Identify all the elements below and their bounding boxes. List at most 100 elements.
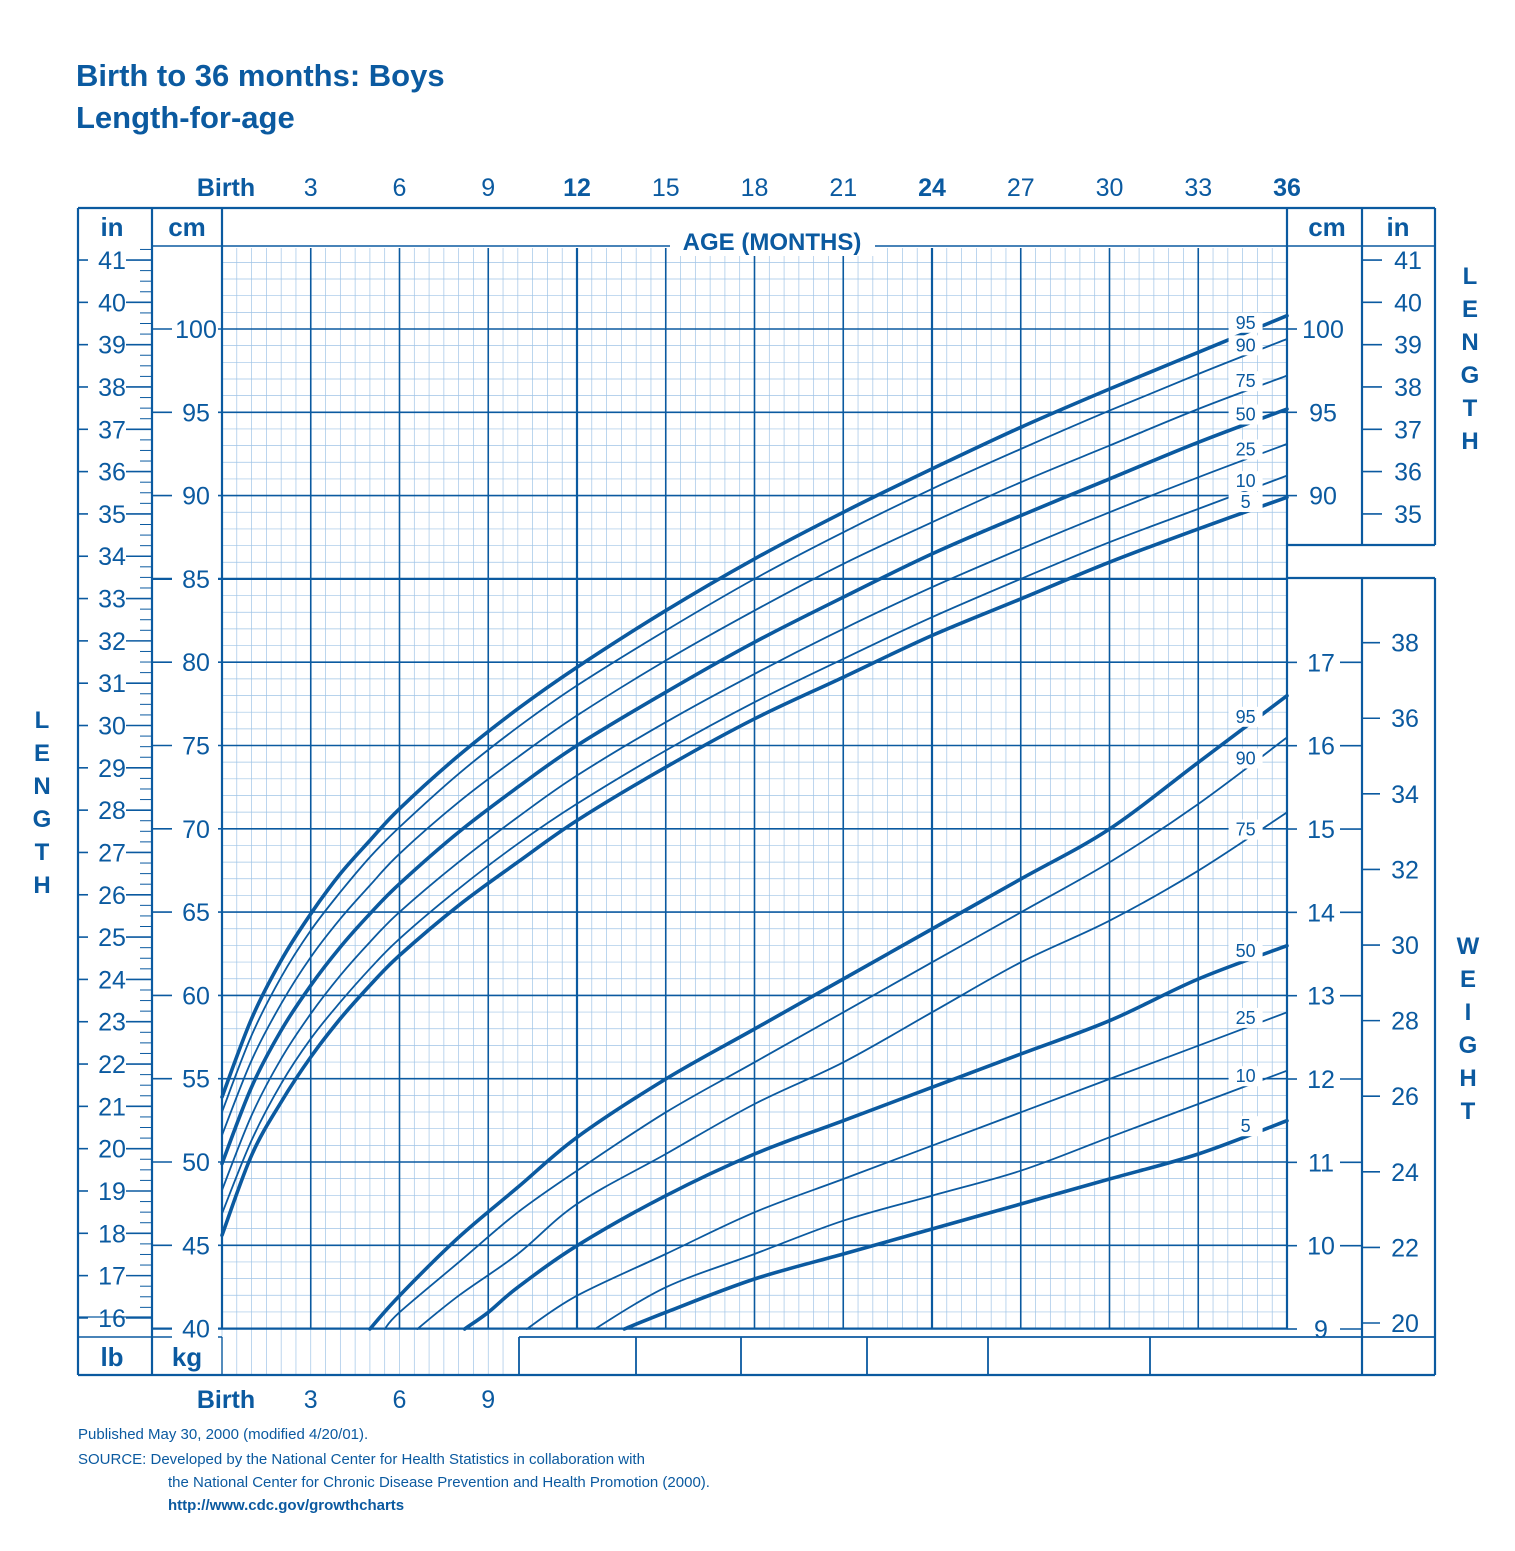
kg-tick: 10: [1307, 1233, 1335, 1261]
tick-bg: [172, 482, 218, 509]
length-curve-label-10: 10: [1236, 471, 1256, 491]
curve-label-bg: [1228, 1116, 1263, 1137]
in-tick-left: 28: [98, 797, 126, 825]
in-tick-left: 30: [98, 713, 126, 741]
percentile-curves: [220, 313, 1289, 1331]
tick-bg: [172, 1065, 218, 1092]
weight-curve-p95: [368, 693, 1289, 1331]
in-tick-left: 25: [98, 924, 126, 952]
in-tick-left: 16: [98, 1305, 126, 1333]
cm-tick-left: 60: [182, 982, 210, 1010]
curve-label-bg: [1228, 312, 1263, 333]
cm-tick-right: 90: [1309, 483, 1337, 511]
in-tick-right: 39: [1394, 332, 1422, 360]
length-axis-label-right: T: [1463, 395, 1478, 422]
weight-curve-p50: [462, 943, 1289, 1331]
in-tick-left: 34: [98, 543, 126, 571]
x-tick-label-top: 33: [1184, 174, 1212, 202]
weight-curve-label-5: 5: [1241, 1116, 1251, 1136]
weight-curve-p90: [383, 736, 1288, 1330]
unit-cm-left: cm: [168, 212, 206, 242]
length-axis-label-right: G: [1461, 362, 1480, 389]
weight-curve-label-95: 95: [1236, 707, 1256, 727]
kg-tick: 12: [1307, 1066, 1335, 1094]
in-tick-right: 38: [1394, 374, 1422, 402]
x-tick-label-top: 3: [304, 174, 318, 202]
length-curve-label-50: 50: [1236, 405, 1256, 425]
lb-tick: 36: [1391, 705, 1419, 733]
tick-bg: [172, 899, 218, 926]
x-tick-label-top: 18: [741, 174, 769, 202]
in-tick-right: 40: [1394, 289, 1422, 317]
weight-curve-label-25: 25: [1236, 1008, 1256, 1028]
xlabel-bg: [670, 226, 875, 256]
in-tick-left: 22: [98, 1051, 126, 1079]
lb-tick: 28: [1391, 1008, 1419, 1036]
x-tick-label-top: 24: [918, 174, 946, 202]
cm-tick-left: 80: [182, 649, 210, 677]
curve-label-bg: [1228, 404, 1263, 425]
kg-tick: 15: [1307, 816, 1335, 844]
kg-tick: 11: [1308, 1149, 1334, 1177]
lb-tick: 32: [1391, 856, 1419, 884]
curve-label-bg: [1228, 748, 1263, 769]
in-tick-left: 41: [98, 247, 126, 275]
length-axis-label-right: E: [1462, 296, 1478, 323]
x-tick-label-top: Birth: [197, 174, 255, 202]
in-tick-left: 35: [98, 501, 126, 529]
tick-bg: [172, 316, 218, 342]
length-axis-label-left: G: [33, 806, 52, 833]
length-curve-p25: [221, 443, 1288, 1192]
tick-bg: [172, 649, 218, 676]
cm-tick-left: 55: [182, 1066, 210, 1094]
x-tick-label-bottom: Birth: [197, 1386, 255, 1414]
in-tick-right: 37: [1394, 416, 1422, 444]
in-tick-left: 32: [98, 628, 126, 656]
in-tick-left: 31: [98, 670, 126, 698]
weight-axis-label: H: [1459, 1065, 1476, 1092]
length-axis-label-left: L: [35, 707, 50, 734]
x-tick-label-top: 36: [1273, 174, 1301, 202]
in-tick-left: 24: [98, 966, 126, 994]
length-axis-label-right: N: [1461, 329, 1478, 356]
unit-kg: kg: [172, 1342, 202, 1372]
published-note: Published May 30, 2000 (modified 4/20/01…: [78, 1426, 369, 1443]
tick-bg: [172, 399, 218, 426]
kg-tick: 17: [1307, 649, 1335, 677]
in-tick-left: 17: [98, 1263, 126, 1291]
curve-label-bg: [1228, 492, 1263, 513]
weight-axis-label: W: [1457, 933, 1480, 960]
weight-curve-label-90: 90: [1236, 748, 1256, 768]
cm-tick-left: 45: [182, 1232, 210, 1260]
length-curve-p5: [220, 495, 1289, 1238]
length-curve-label-90: 90: [1236, 335, 1256, 355]
length-axis-label-left: T: [35, 839, 50, 866]
in-tick-left: 39: [98, 332, 126, 360]
chart-title-line1: Birth to 36 months: Boys: [76, 58, 445, 93]
tick-bg: [172, 1149, 218, 1175]
source-note: SOURCE: Developed by the National Center…: [78, 1451, 645, 1468]
x-tick-label-top: 21: [829, 174, 857, 202]
in-tick-left: 23: [98, 1009, 126, 1037]
in-tick-left: 18: [98, 1220, 126, 1248]
cm-tick-left: 50: [182, 1149, 210, 1177]
unit-lb: lb: [100, 1342, 123, 1372]
weight-axis-label: G: [1459, 1032, 1478, 1059]
weight-curve-p25: [525, 1011, 1288, 1330]
x-tick-label-top: 6: [393, 174, 407, 202]
tick-bg: [172, 815, 218, 842]
cm-tick-right: 100: [1302, 316, 1344, 344]
weight-axis-label: I: [1465, 999, 1472, 1026]
lb-tick: 34: [1391, 781, 1419, 809]
length-curve-p95: [220, 313, 1289, 1099]
source-url: http://www.cdc.gov/growthcharts: [168, 1497, 405, 1514]
curve-label-bg: [1228, 706, 1263, 727]
kg-tick: 13: [1307, 983, 1335, 1011]
tick-bg: [172, 565, 218, 592]
lb-tick: 22: [1391, 1234, 1419, 1262]
length-axis-label-left: E: [34, 740, 50, 767]
length-axis-label-right: H: [1461, 428, 1478, 455]
